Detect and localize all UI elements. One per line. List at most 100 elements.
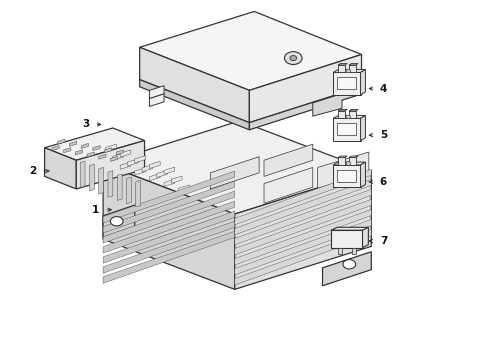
Circle shape [342,260,355,269]
Polygon shape [337,65,344,72]
Polygon shape [317,152,368,188]
Text: 2: 2 [29,166,36,176]
Polygon shape [58,139,65,144]
Polygon shape [348,157,355,165]
Polygon shape [337,156,346,157]
Polygon shape [249,87,361,130]
Polygon shape [332,69,365,72]
Polygon shape [348,109,358,111]
Polygon shape [103,164,234,289]
Polygon shape [113,153,123,160]
Polygon shape [103,221,234,273]
Polygon shape [330,230,362,248]
Polygon shape [351,248,356,253]
Polygon shape [360,162,365,187]
Text: 7: 7 [379,236,386,246]
Text: 4: 4 [379,84,386,94]
Circle shape [284,51,302,64]
Polygon shape [117,174,122,201]
Polygon shape [99,167,103,194]
Polygon shape [234,171,370,289]
Polygon shape [127,159,138,166]
Polygon shape [362,227,367,248]
Polygon shape [140,47,249,123]
Text: 6: 6 [379,177,386,187]
Polygon shape [103,181,234,233]
Text: 3: 3 [82,120,89,129]
Polygon shape [126,177,131,204]
Polygon shape [249,54,361,123]
Polygon shape [330,227,367,230]
Polygon shape [149,94,163,107]
Polygon shape [44,128,144,160]
Polygon shape [81,143,88,148]
Polygon shape [348,156,358,157]
Polygon shape [337,63,346,65]
Polygon shape [337,111,344,118]
Circle shape [345,162,350,165]
Polygon shape [337,109,346,111]
Polygon shape [360,69,365,95]
Polygon shape [136,180,141,207]
Circle shape [289,55,296,60]
Polygon shape [108,171,113,197]
Polygon shape [337,77,356,89]
Polygon shape [103,205,135,237]
Polygon shape [264,144,312,176]
Polygon shape [87,152,94,157]
Polygon shape [103,191,234,243]
Polygon shape [99,154,106,159]
Polygon shape [116,150,123,155]
Polygon shape [149,174,160,181]
Polygon shape [234,179,370,235]
Polygon shape [44,148,76,189]
Circle shape [110,217,123,226]
Polygon shape [234,229,370,285]
Polygon shape [103,201,234,253]
Polygon shape [337,123,356,135]
Text: 1: 1 [92,206,99,216]
Polygon shape [348,111,355,118]
Circle shape [345,115,350,119]
Polygon shape [348,65,355,72]
Polygon shape [103,211,234,263]
Polygon shape [234,210,370,265]
Polygon shape [322,252,370,286]
Polygon shape [104,148,112,153]
Polygon shape [332,162,365,165]
Polygon shape [312,87,361,116]
Polygon shape [93,145,100,150]
Polygon shape [149,161,160,168]
Polygon shape [103,231,234,283]
Polygon shape [332,118,360,141]
Polygon shape [103,121,370,214]
Polygon shape [332,116,365,118]
Polygon shape [80,161,85,188]
Polygon shape [103,171,234,223]
Circle shape [345,69,350,73]
Polygon shape [264,167,312,203]
Polygon shape [332,72,360,95]
Polygon shape [360,116,365,141]
Polygon shape [337,157,344,165]
Polygon shape [157,170,167,177]
Polygon shape [105,144,116,151]
Polygon shape [234,189,370,245]
Polygon shape [163,167,174,174]
Polygon shape [140,80,249,130]
Polygon shape [69,141,77,146]
Polygon shape [89,164,94,191]
Polygon shape [337,248,342,253]
Polygon shape [135,156,145,163]
Polygon shape [140,12,361,90]
Polygon shape [234,220,370,275]
Polygon shape [120,162,131,169]
Polygon shape [332,165,360,187]
Polygon shape [142,165,153,172]
Text: 5: 5 [379,130,386,140]
Polygon shape [120,150,131,157]
Polygon shape [149,86,163,99]
Polygon shape [63,148,71,153]
Polygon shape [210,157,259,189]
Polygon shape [75,150,82,155]
